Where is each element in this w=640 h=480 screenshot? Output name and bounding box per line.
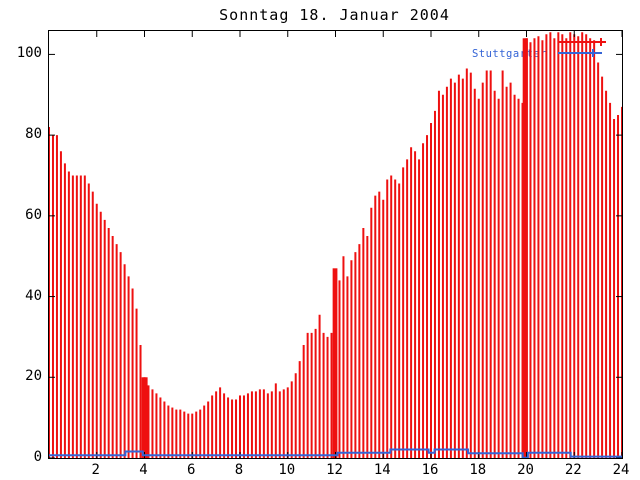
x-tick-label: 10 xyxy=(278,462,296,478)
x-tick-label: 2 xyxy=(91,462,100,478)
plot-area: Stuttgarter xyxy=(48,30,623,459)
red-solid-block xyxy=(332,268,338,458)
y-tick-label: 60 xyxy=(25,206,42,223)
y-tick-label: 80 xyxy=(25,126,42,143)
y-tick-label: 40 xyxy=(25,287,42,304)
x-tick-label: 16 xyxy=(421,462,439,478)
red-solid-block xyxy=(141,377,148,458)
legend-label-stuttgarter: Stuttgarter xyxy=(472,48,547,60)
x-tick-label: 14 xyxy=(373,462,391,478)
x-tick-label: 8 xyxy=(234,462,244,478)
x-tick-label: 4 xyxy=(139,462,148,478)
y-tick-label: 0 xyxy=(33,449,42,465)
chart-canvas: Stuttgarter xyxy=(49,31,622,458)
chart-title: Sonntag 18. Januar 2004 xyxy=(219,6,450,24)
y-tick-label: 100 xyxy=(16,45,42,62)
x-tick-label: 22 xyxy=(564,462,582,478)
x-tick-label: 6 xyxy=(187,462,196,478)
x-tick-label: 24 xyxy=(612,462,630,478)
blue-step-line xyxy=(49,448,622,458)
y-tick-label: 20 xyxy=(25,368,42,385)
x-tick-label: 18 xyxy=(469,462,487,478)
x-tick-label: 12 xyxy=(326,462,343,478)
red-solid-block xyxy=(522,38,528,458)
x-tick-label: 20 xyxy=(517,462,534,478)
